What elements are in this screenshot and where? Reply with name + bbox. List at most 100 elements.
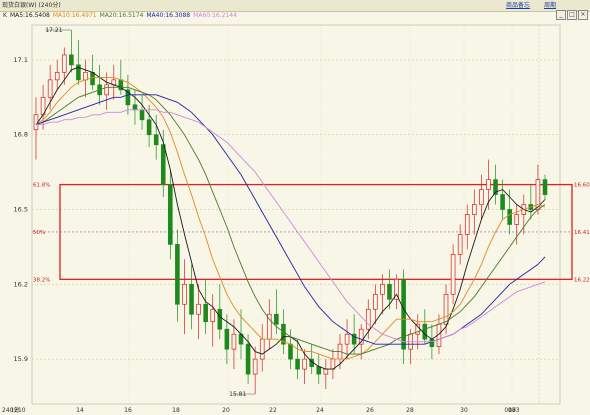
candle-body-48 [373,293,378,310]
x-tick-1: 1210 [10,407,25,414]
candle-body-15 [139,109,145,121]
x-tick-11: 0103 [504,407,519,414]
y-tick-0: 15.9 [14,355,28,363]
period-link[interactable]: 周期 [543,2,556,9]
minimize-button[interactable]: _ [556,10,566,20]
y-tick-1: 16.2 [14,280,28,288]
ma-line-ma60 [36,109,546,343]
candle-body-22 [189,283,194,315]
candle-body-7 [83,72,88,81]
candle-body-62 [472,204,477,215]
close-button[interactable]: × [578,10,588,20]
candle-body-27 [224,328,230,350]
candle-body-25 [210,308,216,323]
plot-frame [31,24,561,405]
candle-body-51 [394,278,399,300]
fib-pct-0: 61.8% [33,183,50,189]
x-tick-5: 20 [222,407,230,414]
window-buttons: _ □ × [555,1,588,20]
candle-body-49 [380,283,385,295]
candle-body-45 [351,333,357,345]
candle-body-52 [401,278,406,350]
candle-body-44 [344,333,350,345]
candle-body-20 [175,244,180,305]
y-tick-4: 17.1 [14,56,28,64]
candle-body-18 [160,144,166,185]
fib-price-1: 16.41 [574,230,590,236]
title-bar: 现货白银(W) (240分) 商品备忘 周期 _ □ × [0,0,590,20]
candle-body-47 [365,308,371,330]
candle-body-35 [281,323,286,345]
chart-title: 现货白银(W) (240分) [2,2,61,9]
candle-body-72 [542,179,548,195]
indicator-5: MA60:16.2144 [193,12,237,19]
candle-body-31 [252,358,258,375]
candle-body-2 [47,79,53,98]
candle-body-13 [125,89,131,106]
x-tick-12: 05 [508,407,516,414]
candle-body-26 [217,308,223,330]
memo-link[interactable]: 商品备忘 [506,2,531,9]
candle-body-58 [443,293,449,325]
x-tick-3: 16 [124,407,132,414]
candle-body-17 [153,134,159,146]
top-links: 商品备忘 周期 [494,0,556,11]
fib-price-2: 16.22 [574,277,590,283]
x-tick-9: 28 [406,407,414,414]
candle-body-46 [358,328,364,345]
indicator-0: K [3,12,7,19]
candle-body-5 [69,54,74,66]
x-tick-0: 240分 [2,406,19,414]
candle-body-64 [486,179,491,190]
candle-body-21 [182,283,187,305]
indicator-3: MA20:16.5174 [99,12,144,19]
candle-body-3 [54,72,60,81]
candle-body-32 [259,338,265,360]
candle-body-34 [274,313,279,325]
fib-pct-2: 38.2% [33,277,50,283]
candle-body-4 [61,54,67,73]
candle-body-8 [90,72,95,86]
candle-body-40 [316,366,322,375]
ma-line-ma10 [35,76,546,360]
x-tick-6: 22 [269,407,277,414]
candle-body-41 [323,368,329,375]
restore-button[interactable]: □ [567,10,577,20]
candle-body-24 [203,303,208,323]
x-tick-8: 26 [366,407,374,414]
candle-body-67 [507,209,512,225]
candle-body-68 [514,214,520,225]
x-tick-7: 24 [316,407,324,414]
x-tick-13: 07 [508,407,516,414]
candle-body-65 [493,179,498,195]
ma-line-ma20 [35,86,546,355]
candle-body-16 [146,119,152,136]
candle-body-63 [479,189,484,205]
x-tick-2: 14 [76,407,84,414]
candle-body-36 [288,343,293,360]
fib-price-0: 16.60 [574,183,590,189]
candle-body-66 [500,194,505,210]
candle-body-19 [168,184,173,245]
candle-body-61 [464,214,470,235]
candle-body-28 [231,333,237,350]
candle-body-37 [295,358,300,370]
candle-body-60 [457,234,463,255]
indicator-2: MA10:16.4971 [52,12,97,19]
candle-body-14 [132,104,138,111]
indicator-bar: K MA5:16.5408 MA10:16.4971 MA20:16.5174 MA40… [0,11,590,21]
indicator-4: MA40:16.3088 [146,12,191,19]
x-tick-4: 18 [172,407,180,414]
x-tick-10: 30 [460,407,468,414]
candle-body-10 [104,84,109,96]
indicator-1: MA5:16.5408 [9,12,50,19]
candle-body-59 [450,254,456,295]
candle-body-56 [429,338,435,348]
low-label: 15.81 [229,391,246,398]
y-tick-2: 16.5 [14,206,28,214]
candle-body-30 [245,343,251,375]
candle-body-6 [76,64,81,81]
y-tick-3: 16.8 [14,131,28,139]
high-label: 17.21 [45,27,62,34]
